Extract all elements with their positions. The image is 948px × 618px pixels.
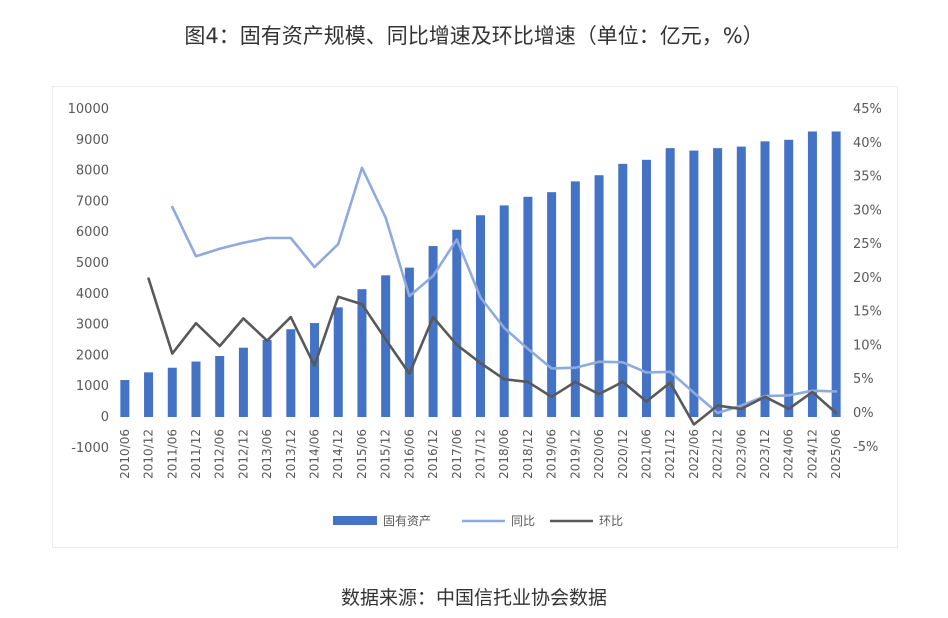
bar xyxy=(807,131,817,417)
x-axis-tick-label: 2025/06 xyxy=(829,429,843,479)
left-axis-tick-label: 2000 xyxy=(76,348,109,363)
bar xyxy=(784,139,794,418)
bar xyxy=(238,347,248,417)
right-axis-tick-label: 25% xyxy=(853,237,882,252)
x-axis-tick-label: 2019/06 xyxy=(545,429,559,479)
x-axis-tick-label: 2023/06 xyxy=(734,429,748,479)
bar xyxy=(357,289,367,417)
right-axis-tick-label: 10% xyxy=(853,338,882,353)
x-axis-tick-label: 2022/06 xyxy=(687,429,701,479)
legend-label: 环比 xyxy=(599,514,623,528)
right-axis-tick-label: 20% xyxy=(853,271,882,286)
left-axis-tick-label: 0 xyxy=(101,410,109,425)
right-axis-tick-label: 40% xyxy=(853,136,882,151)
bar xyxy=(191,361,201,417)
x-axis-tick-label: 2013/12 xyxy=(284,429,298,479)
bar xyxy=(120,380,130,417)
right-axis-tick-label: 15% xyxy=(853,305,882,320)
left-axis-tick-label: 8000 xyxy=(76,164,109,179)
right-axis-tick-label: 35% xyxy=(853,170,882,185)
right-axis-tick-label: 45% xyxy=(853,102,882,117)
x-axis-tick-label: 2024/06 xyxy=(782,429,796,479)
bar xyxy=(333,307,343,417)
bar xyxy=(523,196,533,417)
bar xyxy=(144,372,154,417)
left-axis-tick-label: 10000 xyxy=(68,102,109,117)
left-axis-tick-label: 5000 xyxy=(76,256,109,271)
x-axis-tick-label: 2017/12 xyxy=(474,429,488,479)
x-axis-tick-label: 2011/12 xyxy=(189,429,203,479)
legend-label: 同比 xyxy=(511,514,535,528)
x-axis-tick-label: 2012/12 xyxy=(236,429,250,479)
right-axis-tick-label: 0% xyxy=(853,406,874,421)
bar xyxy=(641,159,651,417)
x-axis-tick-label: 2018/12 xyxy=(521,429,535,479)
chart-title: 图4：固有资产规模、同比增速及环比增速（单位：亿元，%） xyxy=(184,24,764,48)
bar xyxy=(476,215,485,417)
left-axis-tick-label: 7000 xyxy=(76,194,109,209)
bar xyxy=(831,131,841,417)
x-axis-tick-label: 2024/12 xyxy=(805,429,819,479)
series-line-yoy xyxy=(171,166,838,415)
x-axis-tick-label: 2011/06 xyxy=(165,429,179,479)
bar xyxy=(665,148,675,417)
left-axis-tick-label: 6000 xyxy=(76,225,109,240)
source-note: 数据来源：中国信托业协会数据 xyxy=(340,587,607,609)
x-axis-tick-label: 2013/06 xyxy=(260,429,274,479)
x-axis-tick-label: 2015/12 xyxy=(379,429,393,479)
x-axis-tick-label: 2022/12 xyxy=(711,429,725,479)
x-axis-tick-label: 2016/12 xyxy=(426,429,440,479)
legend-label: 固有资产 xyxy=(383,514,431,528)
bar xyxy=(594,175,604,417)
left-axis-tick-label: 3000 xyxy=(76,318,109,333)
x-axis-tick-label: 2021/12 xyxy=(663,429,677,479)
x-axis-tick-label: 2010/06 xyxy=(118,429,132,479)
right-axis-tick-label: 5% xyxy=(853,372,874,387)
series-line-qoq xyxy=(147,277,838,426)
x-axis-tick-label: 2014/12 xyxy=(331,429,345,479)
bar xyxy=(167,367,177,417)
left-axis-tick-label: 9000 xyxy=(76,133,109,148)
x-axis-tick-label: 2021/06 xyxy=(639,429,653,479)
chart-frame: -1000 0 1000 2000 3000 4000 5000 6000 7000 8000 90… xyxy=(52,86,898,548)
x-axis-tick-label: 2017/06 xyxy=(450,429,464,479)
bar xyxy=(215,356,225,417)
bar xyxy=(713,148,723,417)
x-axis-tick-label: 2012/06 xyxy=(213,429,227,479)
bar xyxy=(760,141,770,417)
x-axis-tick-label: 2020/12 xyxy=(616,429,630,479)
left-axis-tick-label: -1000 xyxy=(71,441,109,456)
chart-canvas: -1000 0 1000 2000 3000 4000 5000 6000 7000 8000 90… xyxy=(68,102,882,528)
bar xyxy=(689,150,699,417)
x-axis-tick-label: 2010/12 xyxy=(142,429,156,479)
bar xyxy=(286,329,296,417)
x-axis-tick-label: 2023/12 xyxy=(758,429,772,479)
bar xyxy=(499,205,509,417)
right-axis-tick-label: 30% xyxy=(853,203,882,218)
bar xyxy=(618,163,628,417)
x-axis-tick-label: 2014/06 xyxy=(308,429,322,479)
x-axis-tick-label: 2016/06 xyxy=(402,429,416,479)
x-axis-tick-label: 2018/06 xyxy=(497,429,511,479)
bar xyxy=(310,323,320,417)
bar xyxy=(381,275,391,417)
bar xyxy=(570,181,580,417)
bar xyxy=(736,146,746,418)
bar xyxy=(404,267,414,417)
legend-swatch-bar xyxy=(333,516,377,525)
bar xyxy=(262,340,272,417)
x-axis-tick-label: 2015/06 xyxy=(355,429,369,479)
bar xyxy=(428,246,438,417)
x-axis-tick-label: 2019/12 xyxy=(568,429,582,479)
left-axis-tick-label: 4000 xyxy=(76,287,109,302)
left-axis-tick-label: 1000 xyxy=(76,379,109,394)
right-axis-tick-label: -5% xyxy=(853,440,878,455)
bar xyxy=(547,192,557,417)
bar xyxy=(452,229,462,417)
x-axis-tick-label: 2020/06 xyxy=(592,429,606,479)
